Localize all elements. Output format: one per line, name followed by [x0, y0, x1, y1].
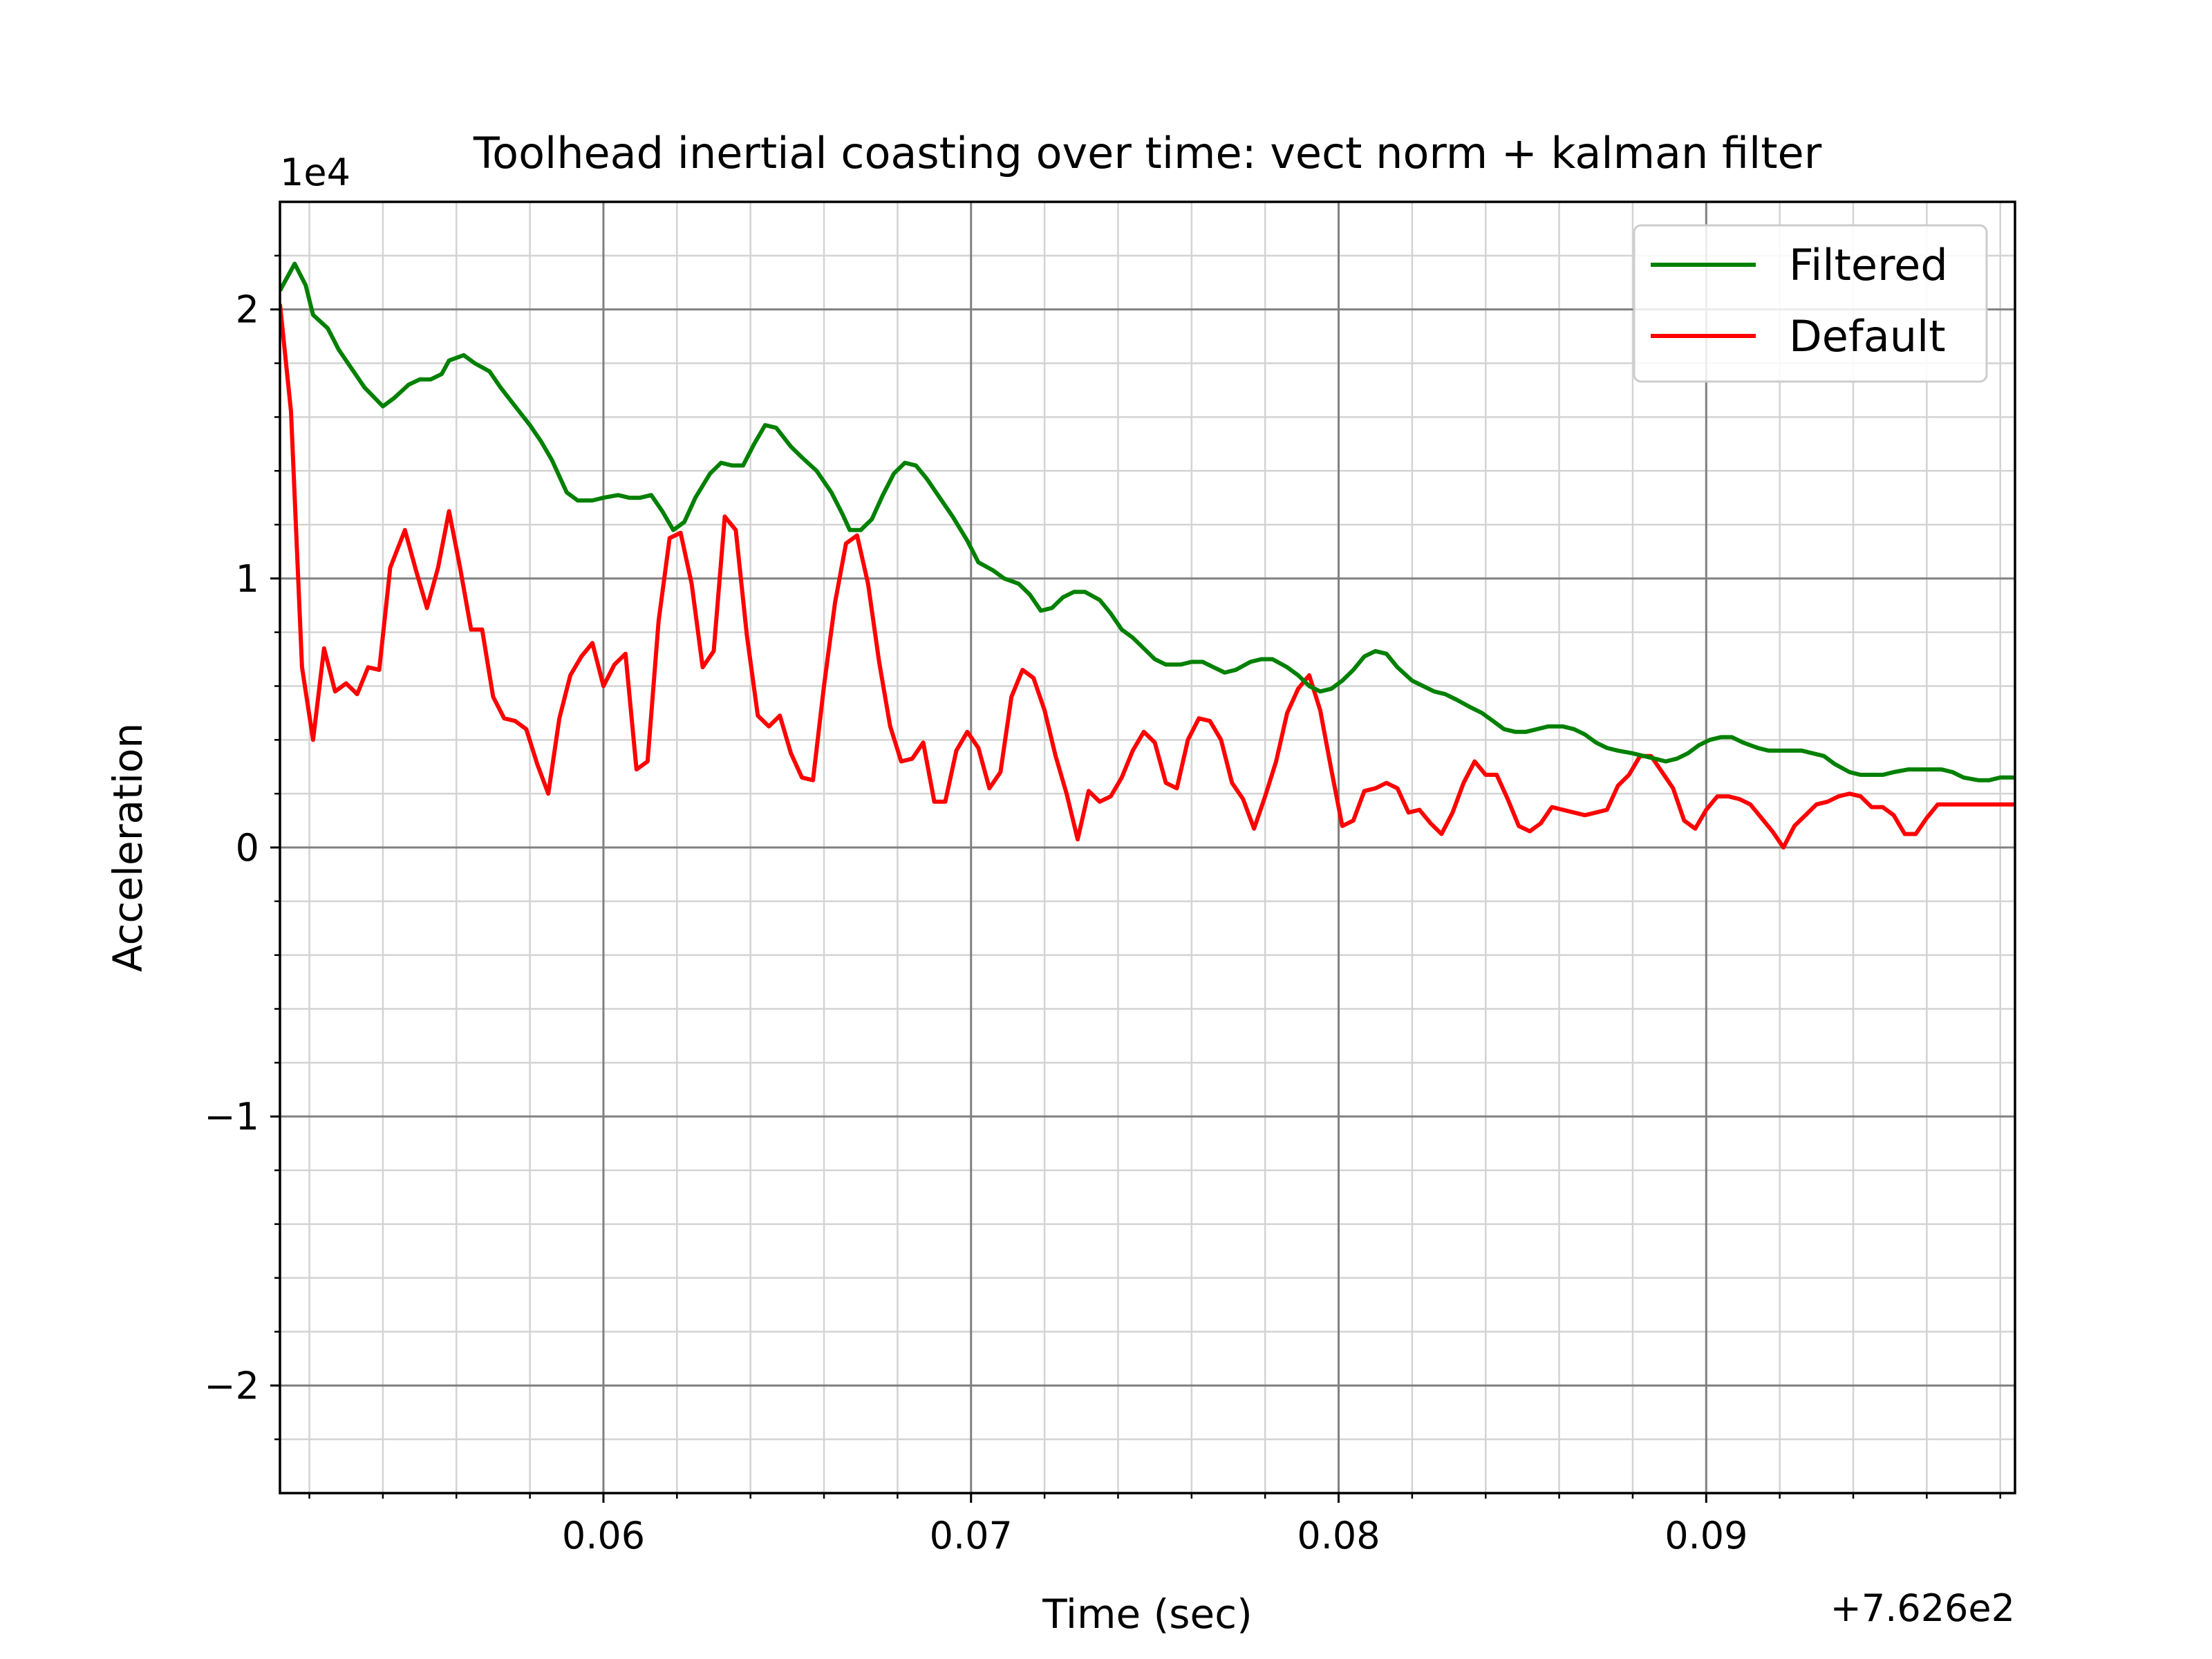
y-tick-label: 1: [236, 557, 259, 601]
y-axis-title: Acceleration: [104, 723, 151, 972]
y-tick-label: −2: [204, 1364, 259, 1407]
series-line-filtered: [280, 261, 2015, 782]
x-tick-label: 0.06: [562, 1514, 645, 1557]
y-tick-label: −1: [204, 1095, 259, 1138]
tick-labels: 0.06 0.07 0.08 0.09 2 1 0 −1 −2: [204, 288, 1747, 1557]
x-tick-label: 0.09: [1665, 1514, 1747, 1557]
x-offset-label: +7.626e2: [1830, 1586, 2015, 1630]
ticks-layer: [270, 254, 2001, 1503]
series-layer: [280, 261, 2015, 850]
y-scale-label: 1e4: [280, 151, 350, 194]
legend-label-filtered: Filtered: [1789, 240, 1948, 290]
x-tick-label: 0.07: [930, 1514, 1013, 1557]
x-tick-label: 0.08: [1297, 1514, 1380, 1557]
chart-title: Toolhead inertial coasting over time: ve…: [473, 128, 1822, 178]
x-axis-title: Time (sec): [1042, 1591, 1252, 1638]
y-tick-label: 2: [236, 288, 259, 332]
legend-label-default: Default: [1789, 311, 1946, 362]
y-tick-label: 0: [236, 826, 259, 870]
series-line-default: [280, 303, 2015, 850]
legend: Filtered Default: [1633, 224, 1988, 383]
